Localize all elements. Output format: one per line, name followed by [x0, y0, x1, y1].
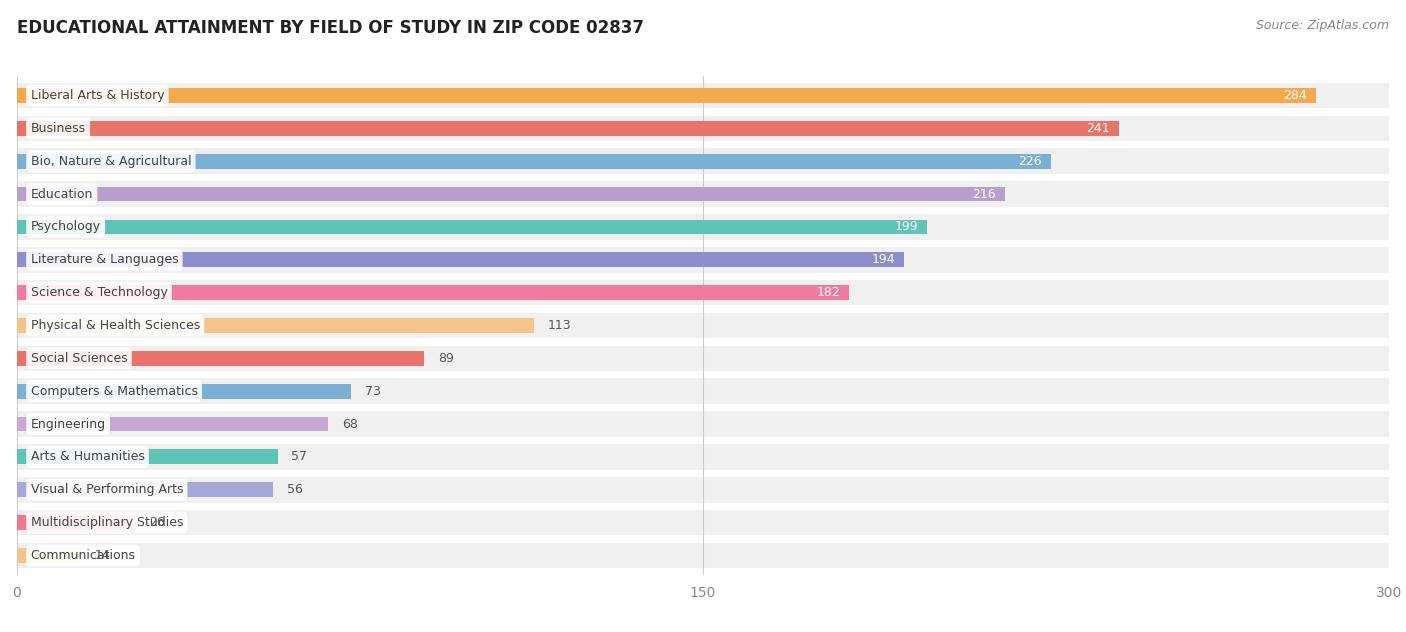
Text: Liberal Arts & History: Liberal Arts & History [31, 89, 165, 102]
Bar [17, 252, 904, 267]
Text: 14: 14 [94, 549, 111, 562]
Bar [17, 88, 1316, 103]
Text: Psychology: Psychology [31, 221, 101, 233]
Text: 68: 68 [342, 418, 357, 430]
Bar [17, 449, 277, 465]
Text: Source: ZipAtlas.com: Source: ZipAtlas.com [1256, 19, 1389, 32]
Text: 194: 194 [872, 253, 896, 266]
Bar [17, 411, 1389, 437]
Text: 57: 57 [291, 451, 308, 463]
Bar [17, 416, 328, 432]
Bar [17, 548, 82, 563]
Bar [17, 149, 1389, 174]
Text: Multidisciplinary Studies: Multidisciplinary Studies [31, 516, 183, 529]
Text: Social Sciences: Social Sciences [31, 352, 128, 365]
Bar [17, 351, 425, 366]
Text: 284: 284 [1284, 89, 1306, 102]
Bar [17, 346, 1389, 371]
Bar [17, 379, 1389, 404]
Text: Communications: Communications [31, 549, 135, 562]
Text: Business: Business [31, 122, 86, 135]
Bar [17, 477, 1389, 502]
Text: Engineering: Engineering [31, 418, 105, 430]
Bar [17, 384, 350, 399]
Bar [17, 318, 534, 333]
Bar [17, 543, 1389, 568]
Bar [17, 83, 1389, 108]
Bar [17, 214, 1389, 240]
Text: 73: 73 [364, 385, 381, 398]
Bar [17, 313, 1389, 338]
Text: 56: 56 [287, 483, 302, 496]
Text: Arts & Humanities: Arts & Humanities [31, 451, 145, 463]
Bar [17, 219, 927, 234]
Bar [17, 186, 1005, 202]
Bar [17, 116, 1389, 141]
Text: Science & Technology: Science & Technology [31, 286, 167, 299]
Text: Physical & Health Sciences: Physical & Health Sciences [31, 319, 200, 332]
Bar [17, 482, 273, 497]
Text: 113: 113 [547, 319, 571, 332]
Bar [17, 515, 136, 530]
Text: 89: 89 [437, 352, 454, 365]
Text: 26: 26 [149, 516, 166, 529]
Text: 182: 182 [817, 286, 841, 299]
Bar [17, 280, 1389, 305]
Text: Bio, Nature & Agricultural: Bio, Nature & Agricultural [31, 155, 191, 167]
Bar [17, 510, 1389, 535]
Bar [17, 247, 1389, 272]
Bar [17, 181, 1389, 207]
Text: 199: 199 [894, 221, 918, 233]
Text: 216: 216 [972, 188, 995, 200]
Text: Literature & Languages: Literature & Languages [31, 253, 179, 266]
Bar [17, 121, 1119, 136]
Bar [17, 444, 1389, 470]
Bar [17, 285, 849, 300]
Text: 241: 241 [1087, 122, 1111, 135]
Text: EDUCATIONAL ATTAINMENT BY FIELD OF STUDY IN ZIP CODE 02837: EDUCATIONAL ATTAINMENT BY FIELD OF STUDY… [17, 19, 644, 37]
Text: 226: 226 [1018, 155, 1042, 167]
Text: Education: Education [31, 188, 93, 200]
Text: Computers & Mathematics: Computers & Mathematics [31, 385, 198, 398]
Text: Visual & Performing Arts: Visual & Performing Arts [31, 483, 183, 496]
Bar [17, 154, 1050, 169]
